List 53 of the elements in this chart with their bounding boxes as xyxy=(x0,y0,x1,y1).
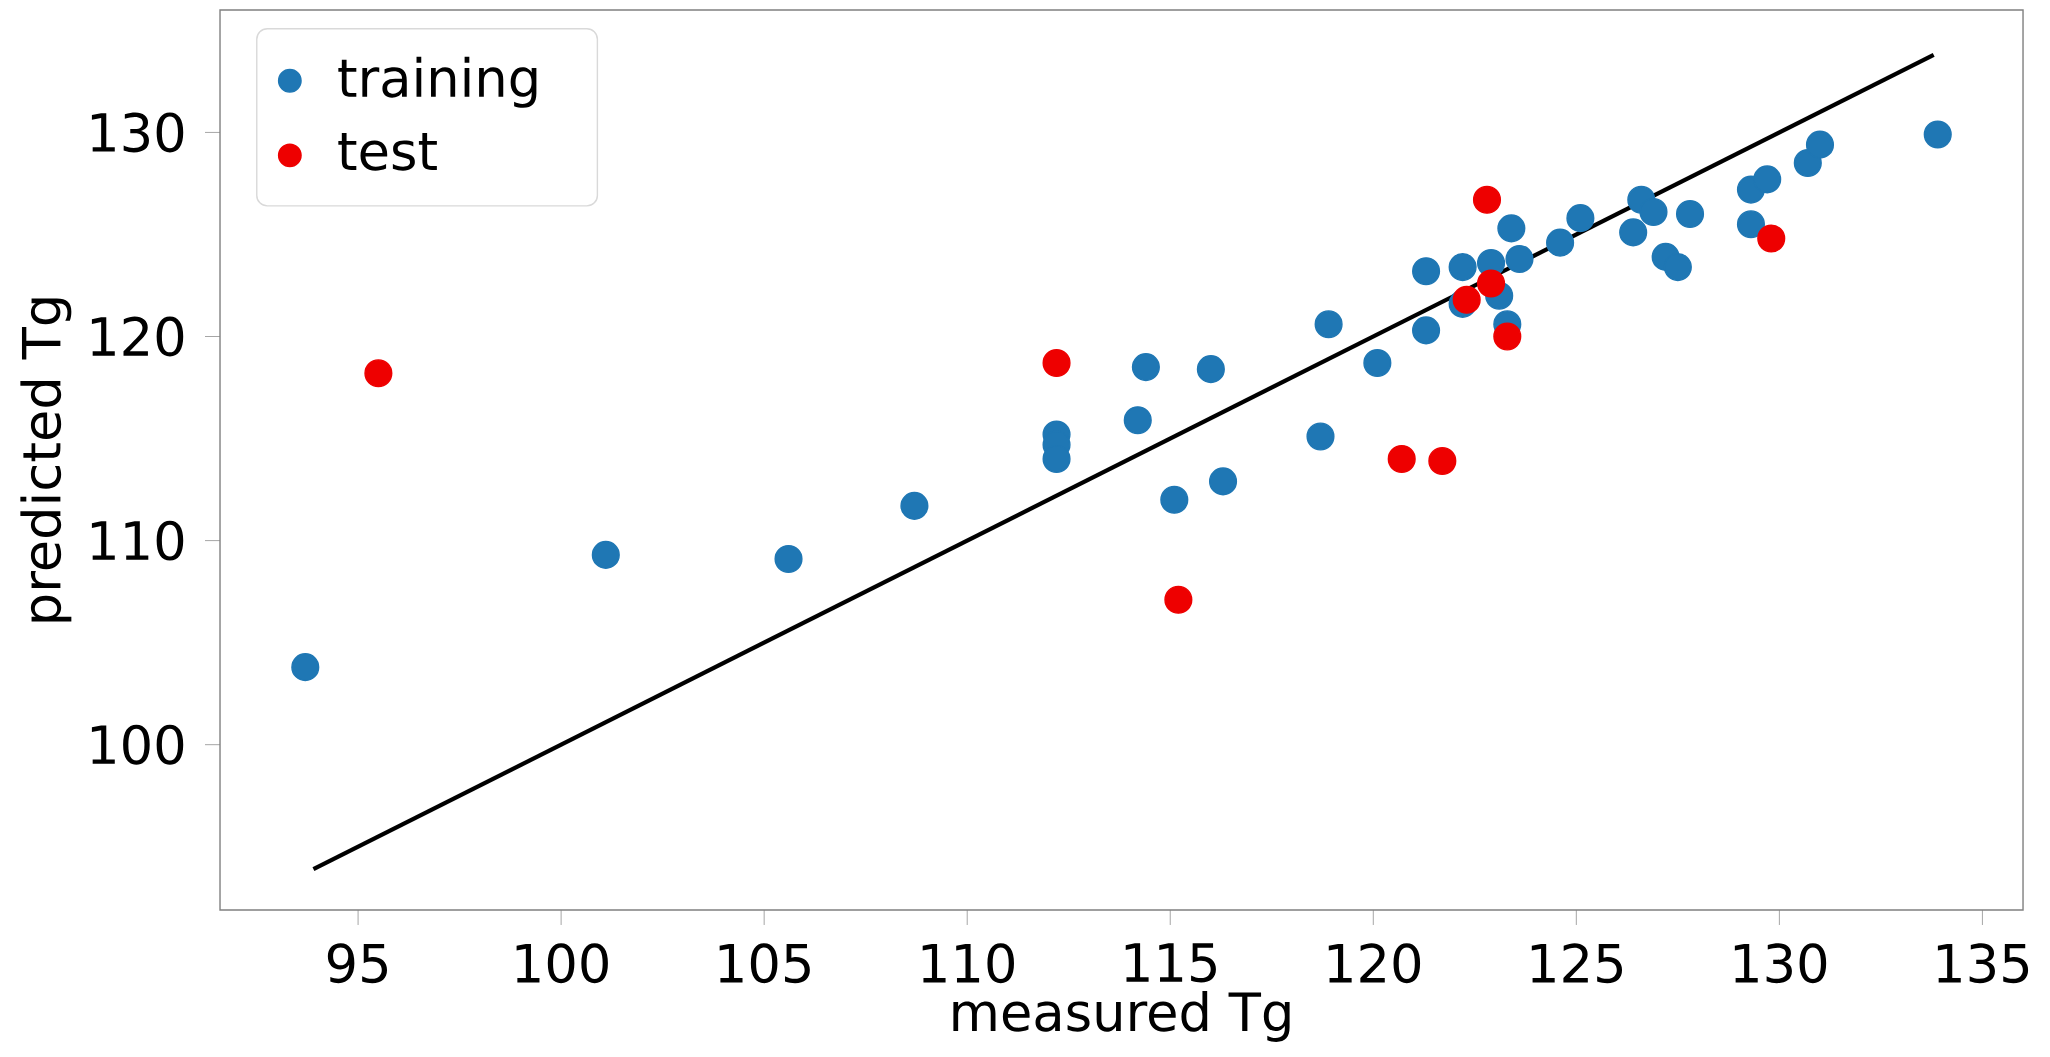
x-tick-label: 95 xyxy=(327,943,388,984)
point xyxy=(1042,348,1071,378)
point xyxy=(1753,165,1782,194)
point xyxy=(1306,422,1335,451)
x-tick-label: 125 xyxy=(1531,943,1623,984)
point xyxy=(1736,210,1766,239)
legend-label: training xyxy=(338,56,537,108)
point xyxy=(1757,224,1786,253)
y-tick-label: 120 xyxy=(91,316,184,357)
point xyxy=(1923,120,1952,149)
point xyxy=(1493,322,1522,351)
y-axis-title: predicted Tg xyxy=(20,298,72,622)
point xyxy=(1164,585,1193,614)
point xyxy=(1675,200,1705,229)
point xyxy=(1131,353,1160,382)
point xyxy=(1619,218,1648,247)
point xyxy=(1412,316,1441,345)
point xyxy=(1160,485,1189,514)
y-tick-label: 110 xyxy=(91,520,184,561)
point xyxy=(1208,467,1238,496)
point xyxy=(1505,244,1534,274)
legend-label: test xyxy=(338,132,437,171)
point xyxy=(1639,197,1668,227)
point xyxy=(1476,269,1506,298)
point xyxy=(1448,253,1477,282)
point xyxy=(1566,204,1595,233)
point xyxy=(1123,406,1152,435)
point xyxy=(1546,228,1575,257)
point xyxy=(900,491,929,520)
x-tick-label: 130 xyxy=(1734,943,1827,984)
point xyxy=(291,653,320,682)
x-tick-label: 105 xyxy=(719,943,810,984)
y-tick-label: 100 xyxy=(91,724,184,765)
point xyxy=(591,540,620,569)
point xyxy=(1428,446,1457,476)
y-tick-label: 130 xyxy=(91,112,184,153)
x-tick-label: 135 xyxy=(1937,943,2029,984)
point xyxy=(1472,185,1502,214)
point xyxy=(1196,355,1225,384)
x-tick-label: 120 xyxy=(1328,943,1421,984)
point xyxy=(1387,444,1416,474)
point xyxy=(1497,214,1526,243)
x-tick-label: 110 xyxy=(922,943,1014,984)
point xyxy=(774,544,803,574)
x-tick-label: 115 xyxy=(1125,943,1216,983)
x-tick-label: 100 xyxy=(516,943,608,984)
point xyxy=(1663,253,1692,282)
point xyxy=(1314,310,1343,339)
point xyxy=(1805,130,1835,159)
x-axis-title: measured Tg xyxy=(953,990,1290,1042)
point xyxy=(364,359,393,388)
point xyxy=(1363,348,1392,378)
point xyxy=(1412,257,1441,286)
